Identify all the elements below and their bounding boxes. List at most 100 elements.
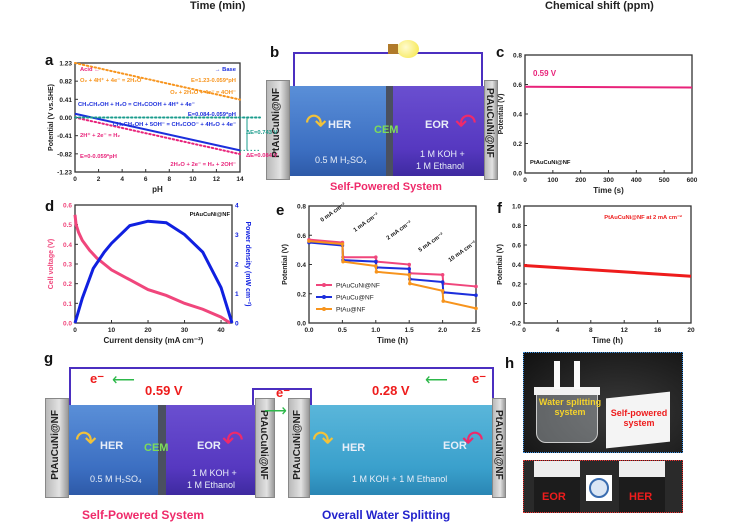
x-tick-label: 14 (236, 176, 244, 183)
data-point (374, 259, 378, 264)
y-tick-label: 0.2 (63, 281, 72, 288)
y-tick-label: 0.00 (59, 115, 72, 122)
chart-annotation: O₂ + 2H₂O + 4e⁻ = 4OH⁻ (170, 90, 236, 96)
label-water-splitting: Water splitting system (538, 397, 602, 417)
x-tick-label: 10 (108, 327, 116, 334)
x-tick-label: 300 (603, 177, 614, 184)
left-electrode (266, 80, 290, 180)
chart-c: 0 100 200 300 400 500 600 0.0 0.2 0.4 0.6 0.8 Time (… (498, 53, 698, 196)
eor-label: EOR (197, 440, 221, 452)
chart-annotation: PtAuCuNi@NF (530, 160, 571, 166)
x-axis-label: Time (h) (377, 336, 408, 345)
y-tick-label: 0.4 (512, 262, 521, 269)
x-tick-label: 12 (213, 176, 221, 183)
series-line-0 (524, 85, 693, 89)
chart-annotation: E=1.23-0.059*pH (191, 78, 236, 84)
eor-label: EOR (425, 119, 449, 131)
x-tick-label: 2 (97, 176, 101, 183)
y-tick-label: 0.8 (512, 223, 521, 230)
data-point (440, 272, 445, 277)
electrolyte-label: 1 M KOH + 1 M Ethanol (352, 474, 448, 484)
her-label: HER (629, 491, 653, 503)
university-logo (586, 475, 612, 501)
chart-annotation: 2H₂O + 2e⁻ = H₂ + 2OH⁻ (170, 162, 236, 168)
y-axis-label: Cell voltage (V) (48, 239, 55, 290)
outer-circuit-wire (69, 367, 494, 405)
y-tick-label: 0.0 (297, 321, 306, 328)
chart-f: 0 4 8 12 16 20 -0.2 0.0 0.2 0.4 0.6 0.8 1.0 Time (h) P… (497, 204, 695, 346)
y-tick-label: -0.82 (57, 151, 72, 158)
y-tick-label: 0.8 (297, 204, 306, 211)
panel-label-c: c (496, 44, 505, 61)
arrow-left-icon: ⟵ (112, 372, 135, 389)
electrode (492, 398, 506, 498)
y-tick-label: 1.23 (59, 61, 72, 68)
y-tick-label: 0.1 (63, 301, 72, 308)
chart-annotation: E=0-0.059*pH (80, 154, 117, 160)
y-tick-label: 0.2 (297, 291, 306, 298)
plot-frame (524, 54, 693, 174)
electron-label: e⁻ (90, 371, 105, 386)
plot-frame (308, 205, 477, 324)
bulb-base (388, 44, 398, 54)
electrolyte-label: 1 M KOH + (192, 468, 237, 478)
x-axis-label: Time (s) (593, 186, 624, 195)
electrode-label: PtAuCuNi@NF (493, 410, 504, 480)
cem-membrane (386, 86, 393, 176)
y-axis-label: Potential (V vs.SHE) (48, 84, 55, 151)
data-point (407, 272, 412, 277)
chart-annotation: PtAuCuNi@NF (190, 212, 231, 218)
y-tick-label: 0.6 (63, 203, 72, 210)
x-tick-label: 8 (589, 327, 593, 334)
panel-label-e: e (276, 202, 285, 219)
chart-annotation: CH₃CH₂OH + H₂O = CH₃COOH + 4H⁺ + 4e⁻ (78, 101, 195, 108)
legend-marker (322, 283, 326, 287)
base-chamber (393, 86, 485, 176)
series-line-0 (523, 263, 692, 278)
electron-label: e⁻ (472, 371, 487, 386)
y-right-tick-label: 0 (235, 321, 239, 328)
curved-arrow-icon: ↶ (462, 425, 484, 455)
y-tick-label: 0.4 (513, 112, 522, 119)
y-tick-label: 0.82 (59, 79, 72, 86)
series-line-2 (74, 116, 241, 156)
x-tick-label: 20 (687, 327, 695, 334)
x-tick-label: 0.5 (338, 327, 347, 334)
chart-annotation: → Base (215, 67, 237, 73)
x-tick-label: 0 (522, 327, 526, 334)
chart-annotation: PtAuCuNi@NF at 2 mA cm⁻² (604, 214, 682, 221)
data-point (474, 284, 478, 289)
y-tick-label: 0.6 (297, 233, 306, 240)
legend-marker (322, 307, 326, 311)
y-right-tick-label: 3 (235, 232, 239, 239)
electrode-closeup-photo: EOR HER (523, 460, 683, 513)
data-point (307, 239, 311, 243)
series-line-0 (74, 62, 241, 101)
chart-annotation: E=0.084-0.059*pH (188, 112, 236, 118)
x-tick-label: 1.5 (405, 327, 414, 334)
y-axis-label: Potential (V) (282, 244, 289, 285)
y-tick-label: 0.0 (63, 321, 72, 328)
electrode-label: PtAuCuNi@NF (258, 410, 269, 480)
y-tick-label: 1.0 (512, 204, 521, 211)
y-tick-label: 0.6 (513, 82, 522, 89)
x-tick-label: 0 (73, 176, 77, 183)
data-point (407, 267, 412, 271)
data-point (441, 299, 446, 303)
data-point (440, 280, 445, 284)
data-point (374, 270, 379, 274)
plot-frame (523, 205, 692, 324)
x-tick-label: 0 (523, 177, 527, 184)
curved-arrow-icon: ↷ (75, 425, 97, 455)
x-tick-label: 12 (621, 327, 629, 334)
caption-water-splitting: Overall Water Splitting (322, 508, 451, 522)
self-powered-tank (68, 405, 256, 495)
panel-label-d: d (45, 198, 55, 215)
x-tick-label: 1.0 (371, 327, 380, 334)
x-tick-label: 6 (144, 176, 148, 183)
eor-label: EOR (542, 491, 566, 503)
x-tick-label: 500 (659, 177, 670, 184)
x-tick-label: 400 (631, 177, 642, 184)
x-tick-label: 10 (189, 176, 197, 183)
electrode (255, 398, 275, 498)
